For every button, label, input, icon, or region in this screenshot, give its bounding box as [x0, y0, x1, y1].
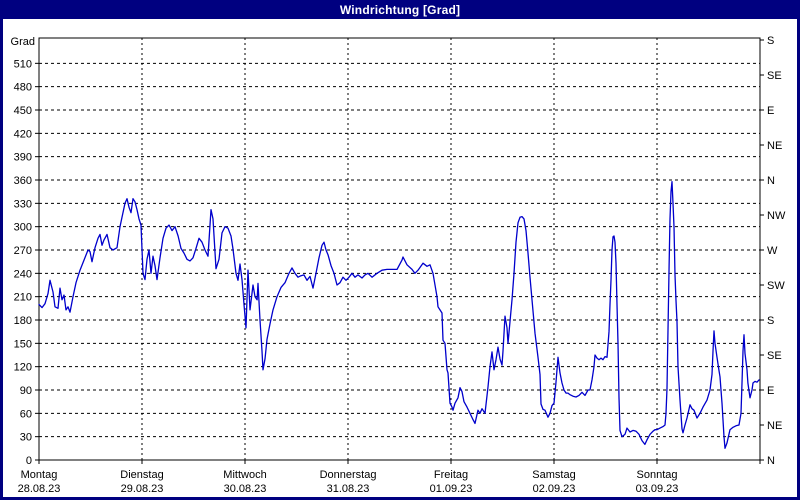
left-tick-label: 30: [20, 432, 32, 444]
left-tick-label: 90: [20, 385, 32, 397]
right-tick-label: E: [767, 385, 774, 397]
day-date-label: 31.08.23: [327, 483, 370, 495]
day-name-label: Sonntag: [637, 469, 678, 481]
title-bar: Windrichtung [Grad]: [0, 0, 800, 19]
day-name-label: Mittwoch: [223, 469, 266, 481]
left-tick-label: 480: [14, 82, 32, 94]
left-tick-label: 180: [14, 315, 32, 327]
left-tick-label: 240: [14, 268, 32, 280]
right-tick-label: NE: [767, 420, 782, 432]
right-tick-label: W: [767, 245, 778, 257]
day-date-label: 30.08.23: [224, 483, 267, 495]
left-tick-label: 120: [14, 362, 32, 374]
right-tick-label: SW: [767, 280, 785, 292]
left-tick-label: 510: [14, 58, 32, 70]
day-date-label: 29.08.23: [121, 483, 164, 495]
left-tick-label: 300: [14, 222, 32, 234]
plot-area: [39, 38, 760, 460]
data-line: [38, 180, 760, 449]
left-tick-label: 420: [14, 128, 32, 140]
right-tick-label: S: [767, 35, 774, 47]
right-tick-label: NE: [767, 140, 782, 152]
left-tick-label: 330: [14, 198, 32, 210]
left-tick-label: 450: [14, 105, 32, 117]
day-name-label: Dienstag: [120, 469, 163, 481]
day-name-label: Montag: [21, 469, 58, 481]
right-tick-label: S: [767, 315, 774, 327]
day-date-label: 03.09.23: [636, 483, 679, 495]
right-tick-label: SE: [767, 70, 782, 82]
right-tick-label: NW: [767, 210, 786, 222]
day-name-label: Freitag: [434, 469, 468, 481]
right-tick-label: N: [767, 455, 775, 467]
left-tick-label: 0: [26, 455, 32, 467]
chart-title: Windrichtung [Grad]: [339, 2, 461, 17]
left-tick-label: 360: [14, 175, 32, 187]
day-name-label: Samstag: [532, 469, 575, 481]
left-tick-label: 390: [14, 152, 32, 164]
plot-border: [38, 37, 761, 461]
day-name-label: Donnerstag: [320, 469, 377, 481]
left-tick-label: 270: [14, 245, 32, 257]
y-axis-title: Grad: [11, 36, 35, 48]
right-tick-label: N: [767, 175, 775, 187]
right-tick-label: E: [767, 105, 774, 117]
left-tick-label: 210: [14, 292, 32, 304]
right-tick-label: SE: [767, 350, 782, 362]
day-date-label: 01.09.23: [430, 483, 473, 495]
left-tick-label: 150: [14, 338, 32, 350]
left-tick-label: 60: [20, 408, 32, 420]
day-date-label: 02.09.23: [533, 483, 576, 495]
day-date-label: 28.08.23: [18, 483, 61, 495]
